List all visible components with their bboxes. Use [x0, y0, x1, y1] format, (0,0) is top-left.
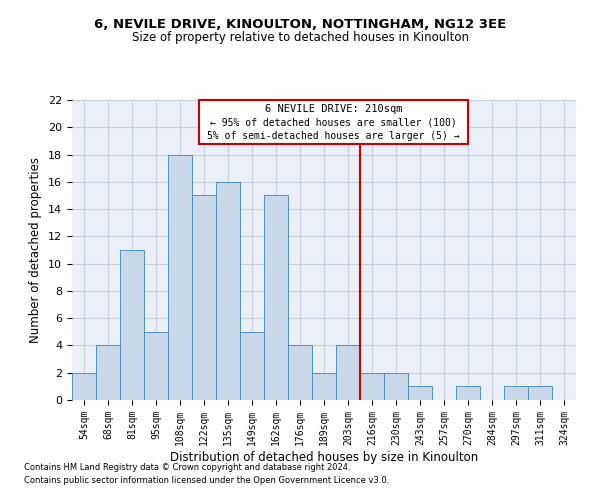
Bar [264, 196, 288, 400]
Bar [288, 346, 312, 400]
Bar [216, 182, 240, 400]
Bar [504, 386, 528, 400]
Text: Contains public sector information licensed under the Open Government Licence v3: Contains public sector information licen… [24, 476, 389, 485]
Text: Size of property relative to detached houses in Kinoulton: Size of property relative to detached ho… [131, 31, 469, 44]
Bar [240, 332, 264, 400]
Bar [336, 346, 360, 400]
Y-axis label: Number of detached properties: Number of detached properties [29, 157, 43, 343]
Bar [312, 372, 336, 400]
Bar [96, 346, 120, 400]
Bar [144, 332, 168, 400]
Text: 6 NEVILE DRIVE: 210sqm: 6 NEVILE DRIVE: 210sqm [265, 104, 403, 114]
Bar [456, 386, 480, 400]
Bar [408, 386, 432, 400]
Bar [360, 372, 384, 400]
Bar [192, 196, 216, 400]
Bar [528, 386, 552, 400]
Bar [384, 372, 408, 400]
FancyBboxPatch shape [199, 100, 468, 144]
Text: 6, NEVILE DRIVE, KINOULTON, NOTTINGHAM, NG12 3EE: 6, NEVILE DRIVE, KINOULTON, NOTTINGHAM, … [94, 18, 506, 30]
Bar [72, 372, 96, 400]
Bar [168, 154, 192, 400]
Text: Contains HM Land Registry data © Crown copyright and database right 2024.: Contains HM Land Registry data © Crown c… [24, 464, 350, 472]
Bar [120, 250, 144, 400]
Text: 5% of semi-detached houses are larger (5) →: 5% of semi-detached houses are larger (5… [207, 132, 460, 141]
Text: ← 95% of detached houses are smaller (100): ← 95% of detached houses are smaller (10… [210, 118, 457, 128]
X-axis label: Distribution of detached houses by size in Kinoulton: Distribution of detached houses by size … [170, 450, 478, 464]
